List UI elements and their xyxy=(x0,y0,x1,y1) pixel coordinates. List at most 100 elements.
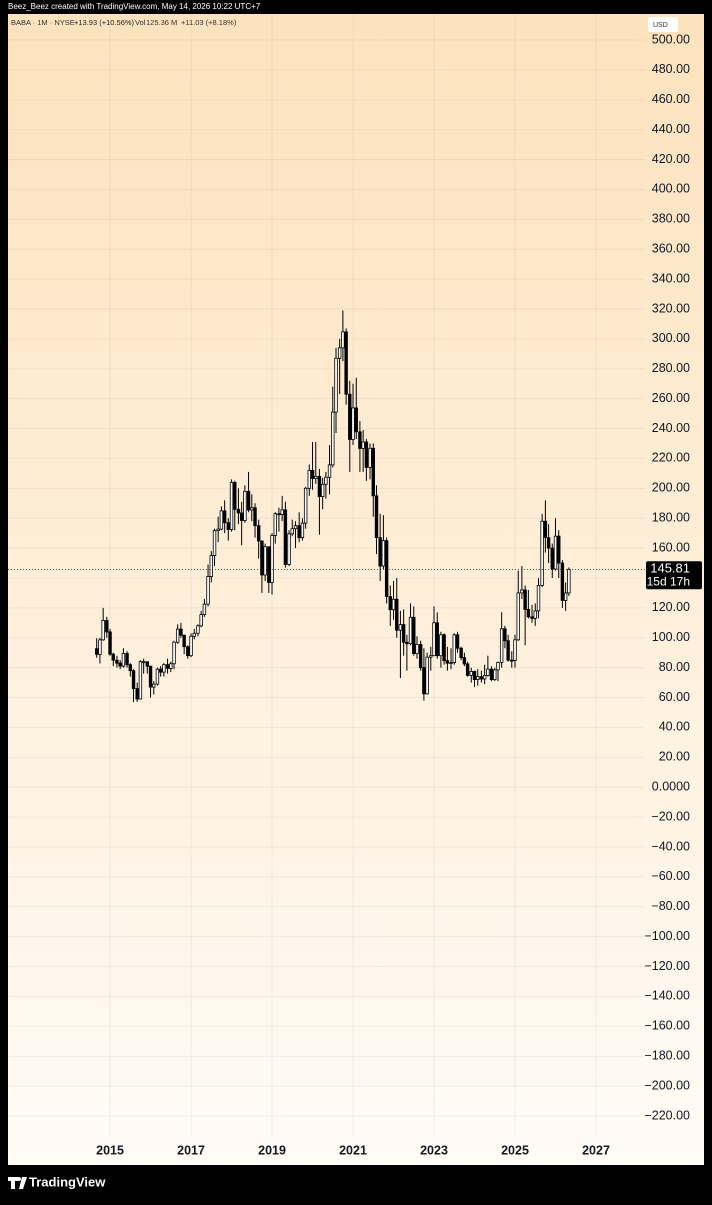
candle-body xyxy=(256,525,261,542)
candle-body xyxy=(111,653,115,661)
candle-body xyxy=(303,487,308,524)
y-tick-label: 40.00 xyxy=(659,720,690,734)
y-tick-label: 240.00 xyxy=(652,421,690,435)
candle-body xyxy=(239,512,244,521)
candle-body xyxy=(320,483,325,497)
candle-body xyxy=(243,490,247,521)
volume: 125.36 M xyxy=(146,18,177,27)
y-tick-label: 20.00 xyxy=(659,750,690,764)
candle-body xyxy=(391,598,396,611)
candle-body xyxy=(175,628,180,643)
candle-body xyxy=(513,639,517,661)
candle-body xyxy=(398,624,403,631)
y-tick-label: 360.00 xyxy=(652,242,690,256)
candle-body xyxy=(297,525,301,539)
candle-body xyxy=(233,481,237,510)
candle-body xyxy=(138,661,143,700)
y-tick-label: −200.00 xyxy=(644,1078,690,1092)
candle-body xyxy=(128,664,132,672)
symbol: BABA · 1M · NYSE xyxy=(11,18,75,27)
candle-body xyxy=(199,614,203,627)
candle-body xyxy=(300,522,305,539)
candle-body xyxy=(141,661,146,664)
candle-body xyxy=(530,616,534,619)
candle-body xyxy=(348,393,352,440)
brand-logo: TradingView xyxy=(8,1174,106,1189)
y-tick-label: 100.00 xyxy=(652,630,690,644)
candle-body xyxy=(523,589,527,610)
candle-body xyxy=(553,535,558,570)
candle-body xyxy=(418,644,423,669)
candle-body xyxy=(280,509,284,515)
candle-body xyxy=(374,495,379,539)
candle-body xyxy=(219,510,224,530)
candle-body xyxy=(567,568,571,594)
candle-body xyxy=(455,634,460,649)
y-tick-label: −80.00 xyxy=(651,899,690,913)
y-tick-label: −20.00 xyxy=(651,809,690,823)
header: Beez_Beez created with TradingView.com, … xyxy=(8,2,261,11)
y-tick-label: −120.00 xyxy=(644,959,690,973)
candle-body xyxy=(165,664,170,669)
y-tick-label: −140.00 xyxy=(644,989,690,1003)
candle-body xyxy=(351,407,355,440)
candle-body xyxy=(503,628,507,642)
candle-body xyxy=(121,653,126,667)
candle-body xyxy=(334,357,338,413)
candle-body xyxy=(202,603,207,616)
candle-body xyxy=(179,628,183,636)
candle-body xyxy=(226,522,230,530)
candle-body xyxy=(169,663,173,669)
logo-mark xyxy=(8,1177,27,1189)
candle-body xyxy=(499,628,504,663)
x-tick-label: 2023 xyxy=(420,1143,448,1157)
candle-body xyxy=(341,331,345,349)
candle-body xyxy=(105,620,109,633)
y-tick-label: 180.00 xyxy=(652,511,690,525)
y-tick-label: −160.00 xyxy=(644,1019,690,1033)
candle-body xyxy=(344,331,348,395)
candle-body xyxy=(560,562,565,601)
candle-body xyxy=(290,528,294,535)
y-tick-label: −100.00 xyxy=(644,929,690,943)
x-tick-label: 2025 xyxy=(501,1143,529,1157)
y-tick-label: 120.00 xyxy=(652,600,690,614)
y-tick-label: 480.00 xyxy=(652,62,690,76)
candle-body xyxy=(253,507,257,527)
candle-body xyxy=(267,546,271,583)
y-tick-label: 380.00 xyxy=(652,212,690,226)
y-tick-label: 340.00 xyxy=(652,271,690,285)
candle-body xyxy=(118,662,122,667)
candle-body xyxy=(307,469,311,489)
candle-body xyxy=(486,668,490,676)
candle-body xyxy=(546,537,551,549)
candle-body xyxy=(277,513,281,516)
candle-body xyxy=(148,665,153,688)
candle-body xyxy=(101,620,105,641)
candle-body xyxy=(422,667,426,695)
candle-body xyxy=(510,659,514,662)
candle-body xyxy=(489,668,494,681)
candle-body xyxy=(378,537,382,567)
change: +13.93 (+10.56%) xyxy=(74,18,135,27)
candle-body xyxy=(135,688,139,700)
candle-body xyxy=(496,662,500,671)
candle-body xyxy=(462,657,467,665)
brand: TradingView xyxy=(29,1174,106,1189)
candle-body xyxy=(324,476,328,485)
candle-body xyxy=(192,632,196,637)
y-tick-label: 500.00 xyxy=(652,32,690,46)
candle-body xyxy=(158,668,163,673)
candle-body xyxy=(145,661,150,667)
candle-body xyxy=(206,576,210,605)
candle-body xyxy=(327,464,332,478)
candle-body xyxy=(465,663,470,676)
volume-change: +11.03 (+8.18%) xyxy=(181,18,237,27)
candle-body xyxy=(94,648,99,655)
candle-body xyxy=(401,624,406,643)
candle-body xyxy=(186,646,190,657)
candle-body xyxy=(506,640,510,661)
candle-body xyxy=(108,631,112,655)
